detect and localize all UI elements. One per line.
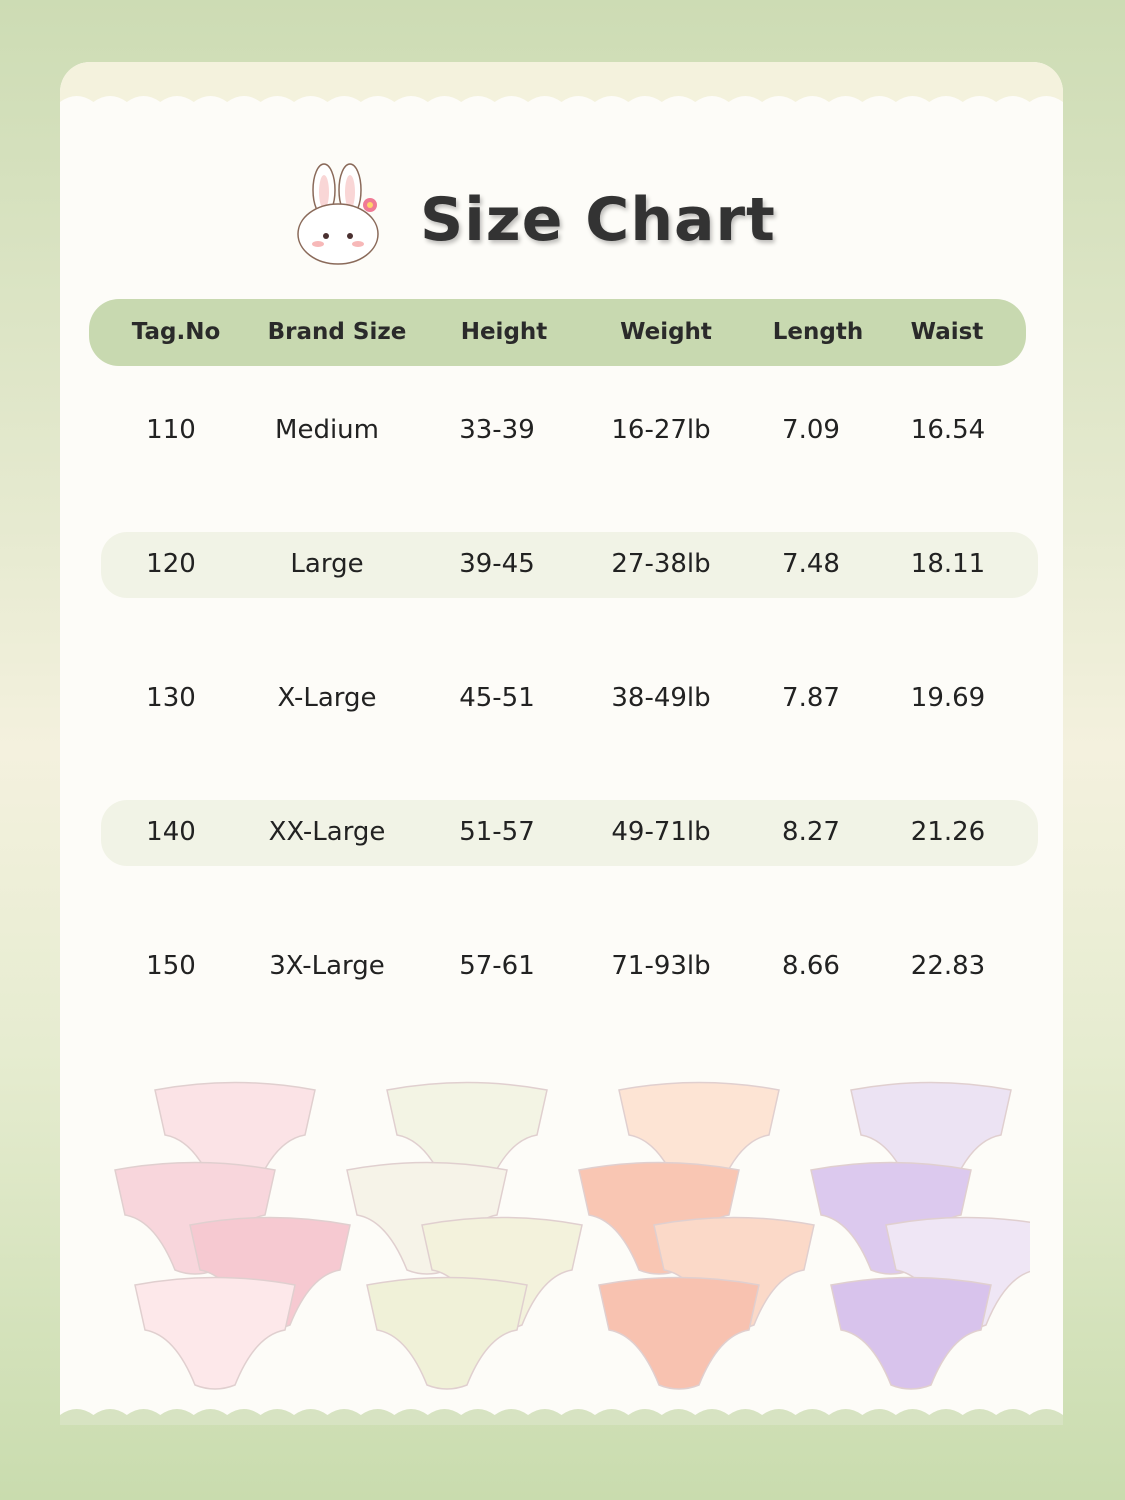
table-row: 120 Large 39-45 27-38lb 7.48 18.11: [101, 532, 1038, 598]
product-set-peach-strawberry: [578, 1081, 815, 1390]
cell-weight: 49-71lb: [611, 817, 711, 847]
table-row: 130 X-Large 45-51 38-49lb 7.87 19.69: [101, 666, 1038, 732]
cell-height: 33-39: [459, 415, 535, 445]
cell-waist: 22.83: [910, 951, 986, 981]
cell-brand-size: X-Large: [277, 683, 377, 713]
cell-tag-no: 130: [146, 683, 196, 713]
cell-brand-size: Large: [290, 549, 364, 579]
table-header: Tag.No Brand Size Height Weight Length W…: [89, 299, 1026, 366]
cell-waist: 19.69: [910, 683, 986, 713]
underwear-brief: [830, 1276, 992, 1390]
table-row: 110 Medium 33-39 16-27lb 7.09 16.54: [101, 398, 1038, 464]
scallop-border-bottom: [60, 1405, 1063, 1425]
product-set-cream-bunny: [346, 1081, 583, 1390]
cell-weight: 71-93lb: [611, 951, 711, 981]
cell-waist: 21.26: [910, 817, 986, 847]
cell-height: 57-61: [459, 951, 535, 981]
table-row: 140 XX-Large 51-57 49-71lb 8.27 21.26: [101, 800, 1038, 866]
cell-weight: 27-38lb: [611, 549, 711, 579]
cell-tag-no: 110: [146, 415, 196, 445]
page-title: Size Chart: [420, 185, 776, 255]
cell-tag-no: 140: [146, 817, 196, 847]
cell-length: 7.87: [782, 683, 840, 713]
cell-waist: 18.11: [910, 549, 986, 579]
bunny-mascot-icon: [297, 163, 379, 265]
product-photos: [114, 1081, 1030, 1390]
header-length: Length: [772, 319, 864, 345]
header-brand-size: Brand Size: [267, 319, 407, 345]
cell-height: 51-57: [459, 817, 535, 847]
cell-length: 7.09: [782, 415, 840, 445]
header-waist: Waist: [910, 319, 984, 345]
cell-waist: 16.54: [910, 415, 986, 445]
cell-brand-size: XX-Large: [268, 817, 386, 847]
cell-height: 45-51: [459, 683, 535, 713]
header-weight: Weight: [620, 319, 712, 345]
table-row: 150 3X-Large 57-61 71-93lb 8.66 22.83: [101, 934, 1038, 1000]
cell-weight: 38-49lb: [611, 683, 711, 713]
header-tag-no: Tag.No: [131, 319, 221, 345]
product-set-lavender-bear: [810, 1081, 1030, 1390]
cell-tag-no: 150: [146, 951, 196, 981]
cell-tag-no: 120: [146, 549, 196, 579]
cell-brand-size: Medium: [275, 415, 379, 445]
cell-length: 8.27: [782, 817, 840, 847]
cell-brand-size: 3X-Large: [269, 951, 385, 981]
header-height: Height: [460, 319, 548, 345]
cell-weight: 16-27lb: [611, 415, 711, 445]
cell-length: 7.48: [782, 549, 840, 579]
product-set-pink-floral: [114, 1081, 351, 1390]
cell-length: 8.66: [782, 951, 840, 981]
underwear-brief: [598, 1276, 760, 1390]
cell-height: 39-45: [459, 549, 535, 579]
scallop-border-top: [60, 62, 1063, 122]
underwear-brief: [366, 1276, 528, 1390]
underwear-brief: [134, 1276, 296, 1390]
